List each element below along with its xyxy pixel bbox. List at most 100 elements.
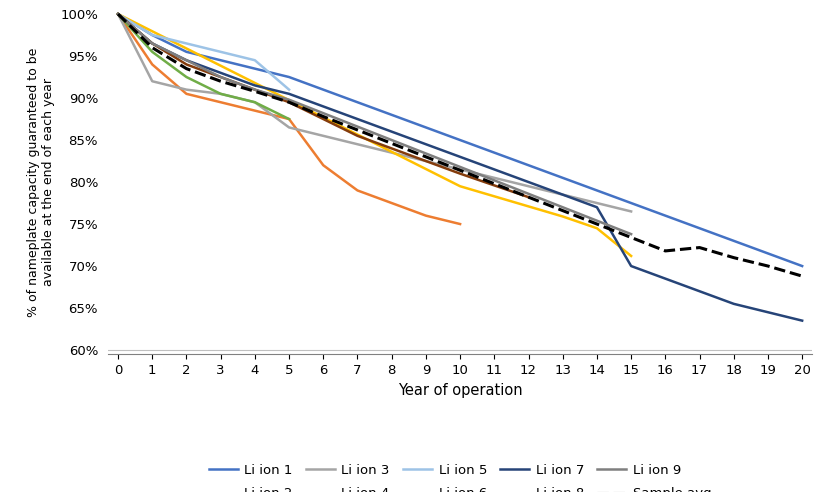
Li ion 1: [694, 225, 704, 231]
Li ion 2: [386, 200, 396, 206]
Sample avg: [489, 181, 498, 186]
Li ion 8: [352, 133, 362, 139]
Li ion 9: [215, 74, 225, 80]
Li ion 3: [421, 158, 431, 164]
Li ion 2: [113, 11, 123, 17]
Li ion 3: [386, 150, 396, 155]
Li ion 6: [249, 99, 259, 105]
Li ion 6: [181, 74, 191, 80]
Li ion 8: [523, 194, 533, 200]
Sample avg: [762, 263, 772, 269]
Li ion 1: [352, 99, 362, 105]
Li ion 3: [181, 87, 191, 92]
Li ion 1: [728, 238, 738, 244]
Li ion 1: [386, 112, 396, 118]
Li ion 1: [421, 124, 431, 130]
Line: Sample avg: Sample avg: [118, 14, 802, 276]
Li ion 9: [421, 151, 431, 156]
Li ion 1: [181, 49, 191, 55]
Li ion 1: [147, 32, 157, 38]
Li ion 8: [318, 116, 328, 122]
Li ion 7: [386, 129, 396, 135]
Li ion 7: [455, 154, 465, 160]
Li ion 3: [215, 91, 225, 97]
Li ion 9: [591, 218, 601, 224]
Li ion 3: [591, 200, 601, 206]
Li ion 7: [284, 91, 294, 97]
Li ion 7: [762, 309, 772, 315]
Sample avg: [318, 114, 328, 120]
Li ion 2: [147, 62, 157, 67]
Sample avg: [797, 273, 806, 279]
Sample avg: [113, 11, 123, 17]
Sample avg: [728, 255, 738, 261]
Line: Li ion 1: Li ion 1: [118, 14, 802, 266]
Li ion 1: [455, 137, 465, 143]
Li ion 4: [591, 225, 601, 231]
Li ion 7: [557, 192, 567, 198]
Line: Li ion 4: Li ion 4: [118, 14, 630, 256]
Li ion 7: [181, 57, 191, 63]
Sample avg: [421, 154, 431, 160]
Li ion 9: [318, 110, 328, 116]
Li ion 2: [421, 213, 431, 218]
Sample avg: [660, 248, 670, 254]
Li ion 8: [113, 11, 123, 17]
Li ion 9: [557, 204, 567, 210]
Li ion 1: [318, 87, 328, 92]
Li ion 7: [797, 318, 806, 324]
Li ion 3: [284, 124, 294, 130]
Sample avg: [694, 245, 704, 250]
Li ion 6: [113, 11, 123, 17]
Line: Li ion 9: Li ion 9: [118, 14, 630, 234]
Li ion 6: [215, 91, 225, 97]
Li ion 4: [523, 204, 533, 210]
Li ion 4: [113, 11, 123, 17]
Sample avg: [181, 66, 191, 72]
Li ion 5: [249, 57, 259, 63]
Li ion 9: [489, 178, 498, 184]
Li ion 1: [113, 11, 123, 17]
Li ion 2: [284, 116, 294, 122]
Li ion 9: [113, 11, 123, 17]
Li ion 3: [113, 11, 123, 17]
Y-axis label: % of nameplate capacity guaranteed to be
available at the end of each year: % of nameplate capacity guaranteed to be…: [26, 47, 55, 317]
Li ion 9: [455, 164, 465, 170]
Li ion 7: [421, 141, 431, 147]
Li ion 7: [352, 116, 362, 122]
Line: Li ion 8: Li ion 8: [118, 14, 528, 197]
Li ion 8: [421, 158, 431, 164]
Li ion 2: [352, 187, 362, 193]
Li ion 4: [455, 184, 465, 189]
Li ion 5: [215, 49, 225, 55]
Li ion 9: [352, 123, 362, 129]
Li ion 1: [591, 187, 601, 193]
Li ion 6: [284, 116, 294, 122]
Li ion 2: [181, 91, 191, 97]
Li ion 3: [249, 99, 259, 105]
Li ion 2: [215, 99, 225, 105]
Li ion 8: [181, 62, 191, 67]
Li ion 2: [318, 162, 328, 168]
Li ion 3: [318, 133, 328, 139]
Li ion 1: [625, 200, 635, 206]
Sample avg: [591, 221, 601, 227]
Li ion 7: [728, 301, 738, 307]
Li ion 9: [147, 40, 157, 46]
Li ion 8: [147, 40, 157, 46]
Li ion 7: [625, 263, 635, 269]
Li ion 7: [249, 83, 259, 89]
Sample avg: [284, 99, 294, 105]
Li ion 1: [660, 213, 670, 218]
Sample avg: [352, 127, 362, 133]
Li ion 3: [352, 141, 362, 147]
Sample avg: [523, 194, 533, 200]
Li ion 5: [147, 32, 157, 38]
Sample avg: [625, 235, 635, 241]
Li ion 2: [455, 221, 465, 227]
Li ion 7: [591, 204, 601, 210]
Li ion 7: [318, 103, 328, 109]
Li ion 1: [797, 263, 806, 269]
Li ion 5: [181, 40, 191, 46]
Li ion 7: [660, 276, 670, 281]
